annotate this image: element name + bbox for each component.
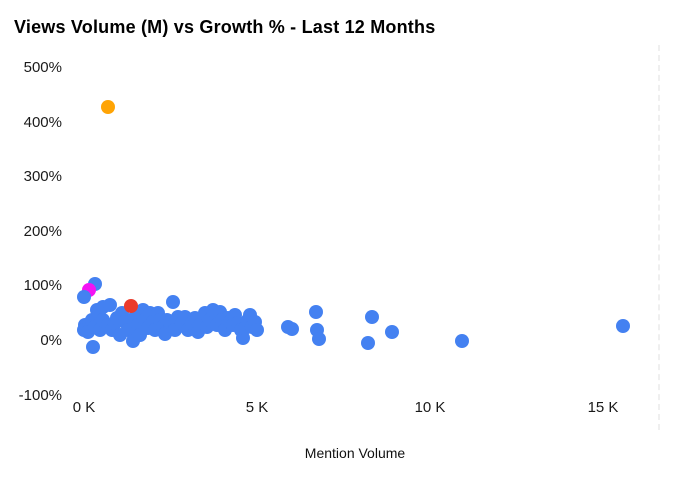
y-axis-tick-label: -100% [18,386,62,404]
y-axis-tick-label: 100% [23,277,62,295]
x-axis-tick-label: 5 K [245,399,269,416]
scatter-point[interactable] [361,336,376,351]
scatter-point[interactable] [250,323,264,338]
scatter-point[interactable] [165,295,180,310]
scatter-point[interactable] [616,319,631,334]
x-axis-tick-label: 10 K [414,399,446,416]
y-axis-tick-label: 500% [23,59,62,76]
y-axis-tick-label: 300% [23,168,62,186]
chart-title: Views Volume (M) vs Growth % - Last 12 M… [14,17,436,37]
scatter-point[interactable] [384,325,399,340]
scatter-point[interactable] [364,309,379,324]
scatter-point[interactable] [100,99,115,114]
scatter-point[interactable] [236,331,251,346]
x-axis-tick-label: 0 K [72,399,96,416]
x-axis-title: Mention Volume [304,445,406,461]
scatter-point[interactable] [77,290,92,305]
scatter-point[interactable] [85,340,100,354]
y-axis-tick-label: 200% [23,222,62,240]
scatter-point[interactable] [454,334,469,348]
scatter-point[interactable] [124,299,139,314]
scatter-point[interactable] [102,297,117,312]
y-axis-tick-label: 400% [23,113,62,131]
scatter-point[interactable] [309,305,324,320]
x-axis-tick-label: 15 K [587,399,619,416]
y-axis-tick-label: 0% [40,332,62,349]
scatter-point[interactable] [284,321,299,336]
plot-right-boundary-line [658,45,660,430]
scatter-point[interactable] [311,331,326,346]
